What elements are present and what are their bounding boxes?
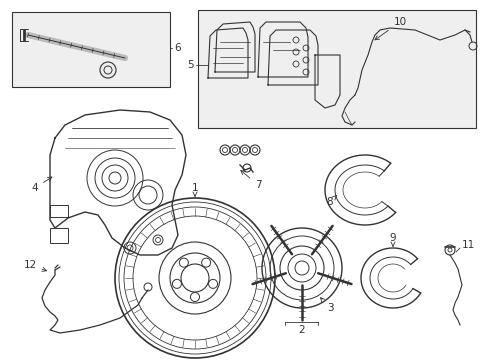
- Text: 5: 5: [187, 60, 194, 70]
- Text: 8: 8: [327, 195, 337, 207]
- Text: 4: 4: [32, 177, 52, 193]
- Text: 2: 2: [299, 325, 305, 335]
- Text: 11: 11: [462, 240, 475, 250]
- Bar: [50, 205, 68, 217]
- Bar: [198, 10, 476, 128]
- Text: 10: 10: [375, 17, 407, 40]
- Bar: [50, 228, 68, 243]
- Text: 12: 12: [24, 260, 47, 271]
- Text: 6: 6: [175, 43, 181, 53]
- Text: 7: 7: [241, 170, 261, 190]
- Text: 3: 3: [320, 298, 333, 313]
- Text: 9: 9: [390, 233, 396, 246]
- Bar: [12, 12, 170, 87]
- Text: 1: 1: [192, 183, 198, 196]
